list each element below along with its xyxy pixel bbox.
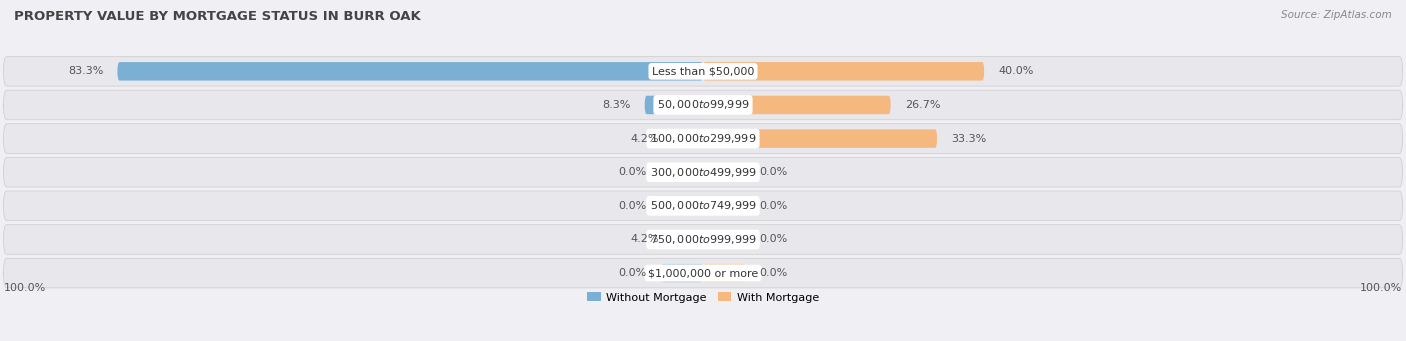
Text: $50,000 to $99,999: $50,000 to $99,999 (657, 99, 749, 112)
FancyBboxPatch shape (3, 57, 1403, 86)
FancyBboxPatch shape (3, 191, 1403, 221)
FancyBboxPatch shape (703, 96, 891, 114)
FancyBboxPatch shape (703, 129, 936, 148)
FancyBboxPatch shape (703, 163, 745, 181)
Text: PROPERTY VALUE BY MORTGAGE STATUS IN BURR OAK: PROPERTY VALUE BY MORTGAGE STATUS IN BUR… (14, 10, 420, 23)
FancyBboxPatch shape (3, 225, 1403, 254)
FancyBboxPatch shape (3, 258, 1403, 288)
Text: 0.0%: 0.0% (619, 167, 647, 177)
Text: 4.2%: 4.2% (631, 235, 659, 244)
FancyBboxPatch shape (3, 90, 1403, 120)
FancyBboxPatch shape (3, 158, 1403, 187)
Text: 33.3%: 33.3% (950, 134, 987, 144)
Text: 4.2%: 4.2% (631, 134, 659, 144)
FancyBboxPatch shape (661, 163, 703, 181)
FancyBboxPatch shape (644, 96, 703, 114)
Text: Less than $50,000: Less than $50,000 (652, 66, 754, 76)
FancyBboxPatch shape (661, 264, 703, 282)
Text: 0.0%: 0.0% (619, 268, 647, 278)
FancyBboxPatch shape (673, 129, 703, 148)
Text: $300,000 to $499,999: $300,000 to $499,999 (650, 166, 756, 179)
FancyBboxPatch shape (703, 62, 984, 80)
FancyBboxPatch shape (703, 264, 745, 282)
Text: $500,000 to $749,999: $500,000 to $749,999 (650, 199, 756, 212)
Text: $750,000 to $999,999: $750,000 to $999,999 (650, 233, 756, 246)
Text: 8.3%: 8.3% (602, 100, 630, 110)
Text: 0.0%: 0.0% (619, 201, 647, 211)
Text: Source: ZipAtlas.com: Source: ZipAtlas.com (1281, 10, 1392, 20)
Text: 0.0%: 0.0% (759, 201, 787, 211)
Text: $100,000 to $299,999: $100,000 to $299,999 (650, 132, 756, 145)
FancyBboxPatch shape (703, 196, 745, 215)
FancyBboxPatch shape (661, 196, 703, 215)
FancyBboxPatch shape (3, 124, 1403, 153)
Text: 0.0%: 0.0% (759, 167, 787, 177)
Text: 40.0%: 40.0% (998, 66, 1033, 76)
Legend: Without Mortgage, With Mortgage: Without Mortgage, With Mortgage (582, 288, 824, 307)
Text: 100.0%: 100.0% (3, 283, 46, 293)
Text: 26.7%: 26.7% (905, 100, 941, 110)
Text: 0.0%: 0.0% (759, 235, 787, 244)
Text: 83.3%: 83.3% (67, 66, 104, 76)
FancyBboxPatch shape (703, 230, 745, 249)
FancyBboxPatch shape (673, 230, 703, 249)
Text: $1,000,000 or more: $1,000,000 or more (648, 268, 758, 278)
FancyBboxPatch shape (117, 62, 703, 80)
Text: 100.0%: 100.0% (1360, 283, 1403, 293)
Text: 0.0%: 0.0% (759, 268, 787, 278)
